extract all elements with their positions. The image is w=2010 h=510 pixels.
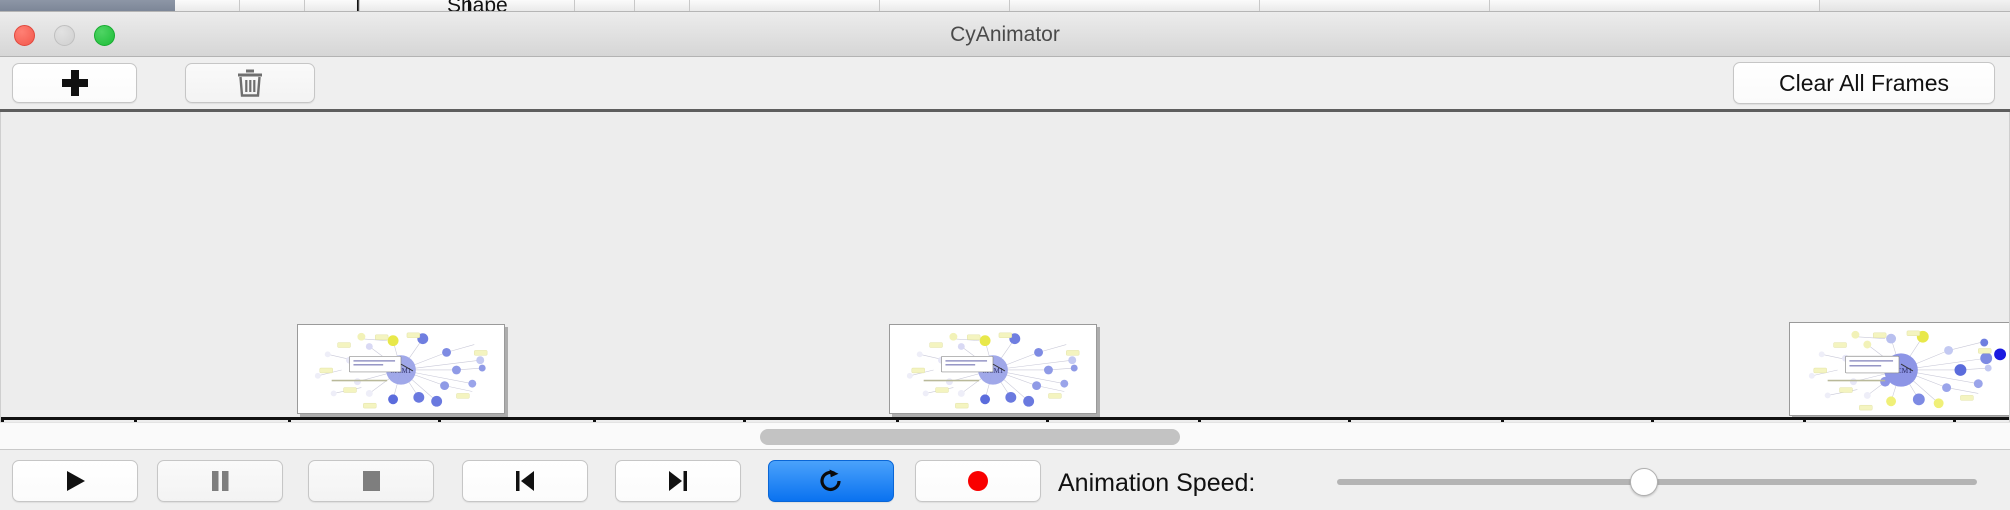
background-glyph: | [355,0,361,12]
background-shape-label: Shape [447,0,508,12]
background-glyph: | [466,0,472,12]
pause-button[interactable] [157,460,283,502]
network-thumbnail-image: MCM1 [298,325,504,413]
background-segment [305,0,360,12]
skip-start-button[interactable] [462,460,588,502]
background-toolbar-dark [0,0,175,12]
play-button[interactable] [12,460,138,502]
add-frame-button[interactable] [12,63,137,103]
skip-end-button[interactable] [615,460,741,502]
background-segment [575,0,635,12]
background-segment [690,0,880,12]
record-icon [968,471,988,491]
trash-icon [238,69,262,97]
timeline-panel[interactable]: MCM1 [0,112,2010,422]
record-button[interactable] [915,460,1041,502]
ruler-tick-major [1198,420,1201,422]
scrollbar-thumb[interactable] [760,429,1180,445]
delete-frame-button[interactable] [185,63,315,103]
frame-thumbnail-1[interactable]: MCM1 [297,324,505,414]
timeline-ruler [1,417,2009,420]
ruler-tick-major [1,420,4,422]
loop-icon [820,469,841,492]
plus-icon [61,70,88,96]
network-thumbnail-image: MCM1 [890,325,1096,413]
loop-button[interactable] [768,460,894,502]
background-segment [1260,0,1490,12]
stop-icon [363,471,380,491]
skip-backward-icon [516,471,534,491]
background-segment [175,0,240,12]
clear-all-frames-button[interactable]: Clear All Frames [1733,62,1995,104]
background-segment [880,0,1010,12]
minimize-button[interactable] [54,25,75,46]
ruler-tick-minor [134,420,137,422]
ruler-tick-minor [1046,420,1049,422]
window-title: CyAnimator [950,23,1060,46]
traffic-lights [14,25,115,46]
close-button[interactable] [14,25,35,46]
ruler-tick-minor [438,420,441,422]
ruler-tick-major [896,420,899,422]
toolbar: Clear All Frames [0,57,2010,112]
title-bar: CyAnimator [0,12,2010,57]
skip-forward-icon [669,471,687,491]
stop-button[interactable] [308,460,434,502]
frame-thumbnail-3[interactable]: MCM1 [1789,322,2009,416]
ruler-tick-major [1501,420,1504,422]
timeline-scrollbar[interactable] [0,422,2010,450]
background-segment [635,0,690,12]
frame-thumbnail-2[interactable]: MCM1 [889,324,1097,414]
svg-text:MCM1: MCM1 [1890,366,1912,375]
ruler-tick-minor [1651,420,1654,422]
playback-bar: Animation Speed: [0,450,2010,510]
background-segment [1490,0,1820,12]
background-segment [240,0,305,12]
ruler-tick-major [288,420,291,422]
background-segment [1010,0,1260,12]
background-divider [0,11,2010,12]
ruler-tick-minor [1953,420,1956,422]
ruler-tick-minor [1348,420,1351,422]
network-thumbnail-image: MCM1 [1790,323,2009,415]
ruler-tick-major [593,420,596,422]
ruler-tick-major [1803,420,1806,422]
animation-speed-slider-thumb[interactable] [1630,468,1658,496]
animation-speed-label: Animation Speed: [1058,469,1256,497]
zoom-button[interactable] [94,25,115,46]
background-segment [360,0,575,12]
ruler-tick-minor [743,420,746,422]
background-window-strip: | | Shape [0,0,2010,12]
play-icon [67,471,85,491]
pause-icon [212,471,229,491]
